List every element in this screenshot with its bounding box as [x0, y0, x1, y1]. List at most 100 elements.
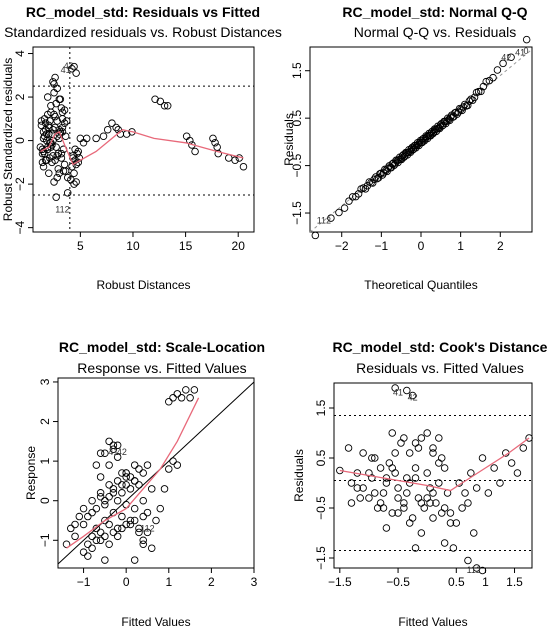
- data-point: [231, 156, 239, 164]
- data-point: [109, 441, 118, 450]
- x-tick-label: 0: [418, 239, 425, 253]
- data-point: [458, 504, 466, 512]
- x-tick-label: −1.5: [328, 575, 352, 589]
- data-point: [177, 394, 186, 402]
- data-point: [130, 556, 139, 564]
- data-point: [411, 439, 420, 447]
- data-point: [513, 469, 522, 477]
- data-point: [214, 149, 222, 158]
- panel-title: RC_model_std: Cook's Distance: [333, 339, 548, 355]
- x-tick-label: −1: [77, 575, 91, 589]
- data-point: [507, 459, 516, 467]
- data-point: [113, 441, 122, 450]
- y-tick-label: −2: [13, 177, 27, 191]
- data-point: [42, 156, 51, 164]
- data-point: [467, 469, 475, 477]
- data-point: [39, 134, 48, 143]
- data-point: [452, 519, 461, 527]
- data-point: [423, 429, 431, 437]
- data-point: [359, 484, 367, 492]
- data-point: [493, 66, 502, 74]
- y-tick-label: 2: [38, 418, 52, 425]
- x-tick-label: 20: [232, 239, 246, 253]
- point-label: 42: [408, 393, 418, 403]
- y-axis-label: Residuals: [282, 113, 296, 166]
- panel-title: RC_model_std: Scale-Location: [59, 339, 265, 355]
- data-point: [105, 540, 113, 549]
- y-tick-label: −0.5: [314, 496, 328, 520]
- data-point: [340, 204, 349, 212]
- data-point: [103, 125, 112, 134]
- data-point: [458, 106, 466, 115]
- x-tick-label: −1: [375, 239, 389, 253]
- data-point: [122, 500, 130, 509]
- data-point: [403, 489, 411, 497]
- y-tick-label: 2: [13, 93, 27, 100]
- data-point: [105, 437, 113, 446]
- data-point: [163, 102, 172, 110]
- data-point: [374, 174, 383, 182]
- x-tick-label: −2: [335, 239, 349, 253]
- data-point: [465, 97, 474, 105]
- data-point: [354, 190, 363, 198]
- data-point: [71, 532, 79, 541]
- x-tick-label: 3: [251, 575, 258, 589]
- panel-title: RC_model_std: Normal Q-Q: [342, 4, 527, 20]
- data-point: [403, 474, 411, 482]
- data-point: [143, 508, 152, 517]
- data-points: [36, 62, 248, 201]
- data-point: [347, 499, 356, 507]
- data-point: [432, 499, 440, 507]
- data-point: [190, 386, 199, 394]
- data-point: [499, 59, 507, 68]
- data-point: [113, 453, 122, 461]
- data-point: [122, 481, 130, 489]
- data-point: [122, 469, 130, 477]
- data-point: [344, 444, 353, 452]
- point-label: 41: [515, 48, 525, 58]
- data-point: [62, 117, 71, 125]
- data-point: [43, 93, 52, 101]
- y-tick-label: 1: [38, 457, 52, 464]
- data-point: [429, 489, 437, 497]
- data-point: [437, 509, 446, 517]
- data-point: [68, 65, 76, 73]
- data-point: [135, 528, 143, 537]
- data-point: [139, 512, 147, 521]
- data-point: [446, 509, 455, 517]
- data-point: [311, 231, 320, 240]
- data-point: [74, 158, 83, 167]
- data-point: [429, 514, 437, 522]
- y-tick-label: 0: [38, 497, 52, 504]
- data-point: [40, 115, 49, 123]
- data-point: [118, 489, 126, 497]
- x-axis-label: Fitted Values: [121, 615, 190, 629]
- data-point: [88, 544, 96, 552]
- data-point: [84, 540, 92, 549]
- data-point: [408, 514, 417, 522]
- data-points: [311, 35, 531, 240]
- data-point: [408, 391, 417, 400]
- plot-frame: [333, 382, 533, 569]
- point-label: 42: [117, 447, 127, 457]
- panel-subtitle: Normal Q-Q vs. Residuals: [354, 24, 517, 40]
- data-point: [461, 489, 469, 497]
- data-point: [101, 496, 109, 505]
- data-point: [88, 532, 96, 541]
- data-point: [96, 449, 105, 457]
- data-point: [58, 108, 67, 117]
- data-point: [394, 509, 402, 517]
- data-point: [96, 493, 105, 501]
- panel-2: RC_model_std: Normal Q-Q Normal Q-Q vs. R…: [282, 4, 533, 292]
- data-point: [101, 500, 109, 509]
- data-point: [60, 119, 69, 127]
- data-point: [345, 197, 353, 205]
- data-point: [414, 494, 423, 502]
- data-point: [54, 165, 63, 173]
- data-point: [82, 134, 91, 143]
- data-point: [525, 434, 533, 442]
- data-point: [126, 485, 135, 493]
- point-label: 41: [108, 447, 118, 457]
- data-point: [391, 469, 399, 477]
- data-point: [152, 516, 160, 525]
